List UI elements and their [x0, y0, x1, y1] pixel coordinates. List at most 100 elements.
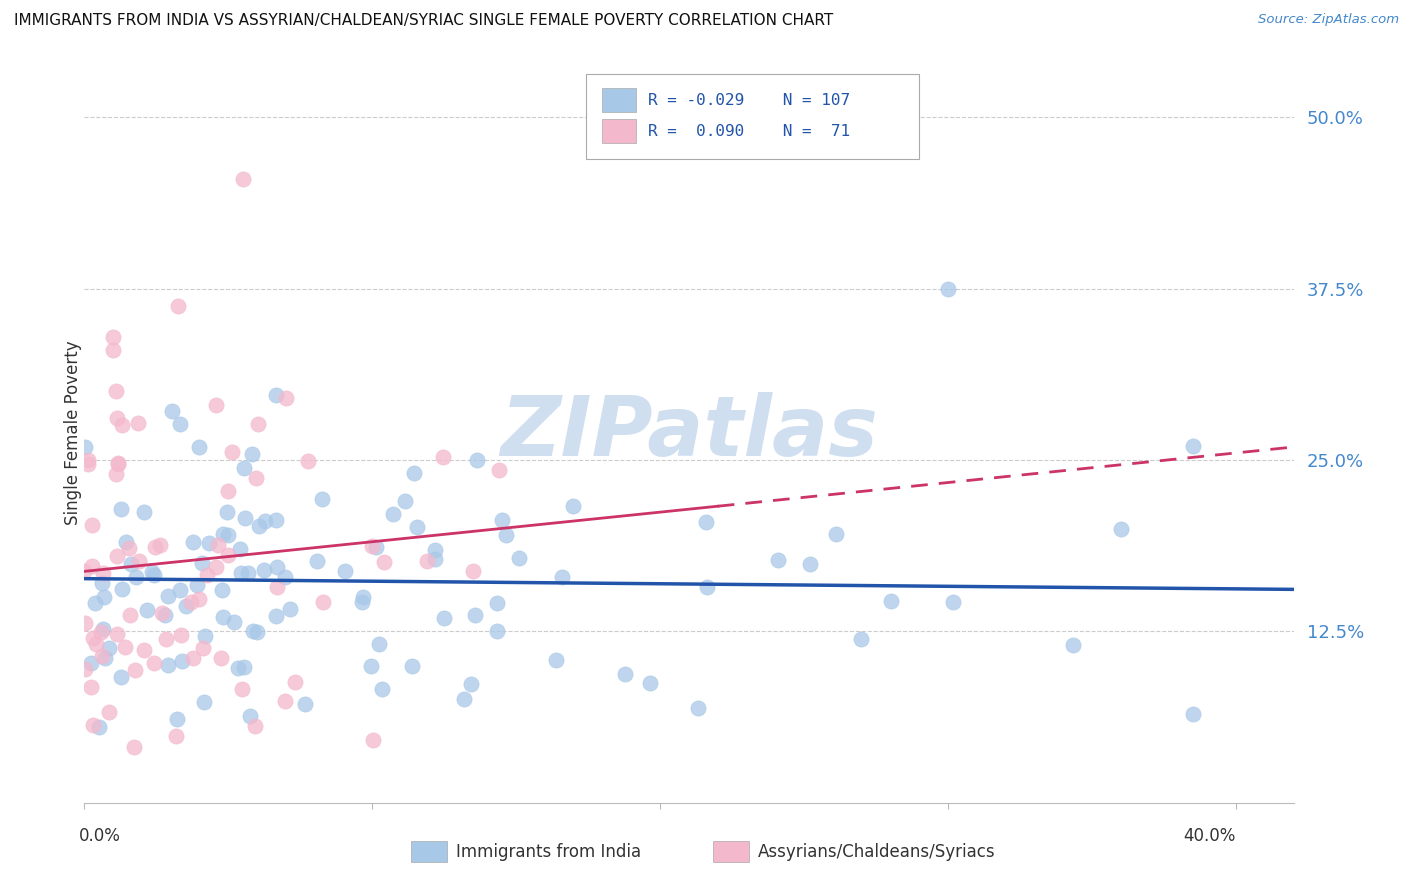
Point: [134, 643, 156, 657]
Point: [150, 606, 173, 620]
Point: [461, 564, 484, 578]
Point: [191, 556, 214, 570]
Point: [373, 555, 395, 569]
Point: [1181, 439, 1204, 453]
Point: [266, 580, 288, 594]
Point: [73, 564, 96, 578]
Point: [197, 536, 219, 550]
Point: [110, 670, 132, 684]
Point: [350, 594, 373, 608]
Point: [364, 540, 387, 554]
Point: [212, 527, 235, 541]
Point: [186, 578, 208, 592]
Point: [465, 453, 488, 467]
Point: [305, 554, 328, 568]
Point: [98, 641, 121, 656]
Point: [91, 575, 114, 590]
Point: [114, 535, 136, 549]
Point: [187, 440, 209, 454]
Point: [166, 712, 188, 726]
Point: [169, 417, 191, 432]
Point: [217, 549, 239, 563]
Point: [371, 681, 394, 696]
Point: [217, 483, 239, 498]
Point: [191, 640, 214, 655]
Point: [280, 601, 302, 615]
Point: [246, 417, 269, 432]
Point: [94, 651, 117, 665]
Text: R = -0.029    N = 107: R = -0.029 N = 107: [648, 93, 851, 108]
Point: [544, 653, 567, 667]
Text: R =  0.090    N =  71: R = 0.090 N = 71: [648, 124, 851, 139]
Text: ZIPatlas: ZIPatlas: [501, 392, 877, 473]
Point: [105, 411, 128, 425]
Point: [204, 398, 226, 412]
Point: [101, 343, 124, 358]
Point: [425, 543, 447, 558]
Point: [562, 499, 585, 513]
Point: [143, 540, 166, 554]
Point: [120, 557, 142, 571]
Point: [155, 632, 177, 646]
Point: [86, 637, 108, 651]
Point: [416, 554, 439, 568]
Point: [110, 502, 132, 516]
Point: [207, 538, 229, 552]
Point: [75, 615, 97, 630]
Point: [125, 570, 148, 584]
Point: [87, 720, 110, 734]
Point: [284, 674, 307, 689]
Point: [149, 538, 172, 552]
Point: [142, 657, 165, 671]
Point: [114, 640, 136, 655]
Point: [433, 610, 456, 624]
Point: [107, 456, 129, 470]
FancyBboxPatch shape: [602, 120, 636, 143]
Point: [197, 568, 219, 582]
Point: [97, 705, 120, 719]
Point: [204, 560, 226, 574]
Point: [942, 595, 965, 609]
Point: [91, 622, 114, 636]
Point: [93, 590, 115, 604]
Point: [311, 491, 333, 506]
Point: [91, 566, 114, 580]
Point: [107, 457, 129, 471]
Point: [82, 631, 104, 645]
Point: [266, 559, 288, 574]
Point: [77, 457, 100, 471]
Point: [423, 551, 446, 566]
Point: [360, 659, 382, 673]
Point: [212, 610, 235, 624]
Point: [406, 520, 429, 534]
Point: [155, 608, 177, 623]
Point: [253, 514, 276, 528]
Point: [1109, 522, 1132, 536]
Point: [266, 512, 288, 526]
Point: [222, 615, 245, 629]
Point: [247, 519, 270, 533]
Point: [211, 583, 233, 598]
Point: [402, 466, 425, 480]
Point: [170, 654, 193, 668]
Point: [235, 511, 257, 525]
Point: [361, 540, 384, 554]
Point: [122, 739, 145, 754]
Point: [80, 656, 103, 670]
Point: [368, 636, 391, 650]
Point: [162, 404, 184, 418]
Point: [297, 454, 319, 468]
Point: [104, 467, 127, 481]
Point: [82, 718, 104, 732]
Point: [135, 603, 157, 617]
Point: [361, 733, 384, 747]
Text: Source: ZipAtlas.com: Source: ZipAtlas.com: [1258, 13, 1399, 27]
Point: [80, 680, 103, 694]
Point: [118, 541, 141, 556]
Point: [157, 657, 180, 672]
Text: Assyrians/Chaldeans/Syriacs: Assyrians/Chaldeans/Syriacs: [758, 843, 995, 861]
Point: [486, 624, 509, 638]
Point: [91, 649, 114, 664]
Text: Immigrants from India: Immigrants from India: [456, 843, 641, 861]
Point: [401, 659, 423, 673]
